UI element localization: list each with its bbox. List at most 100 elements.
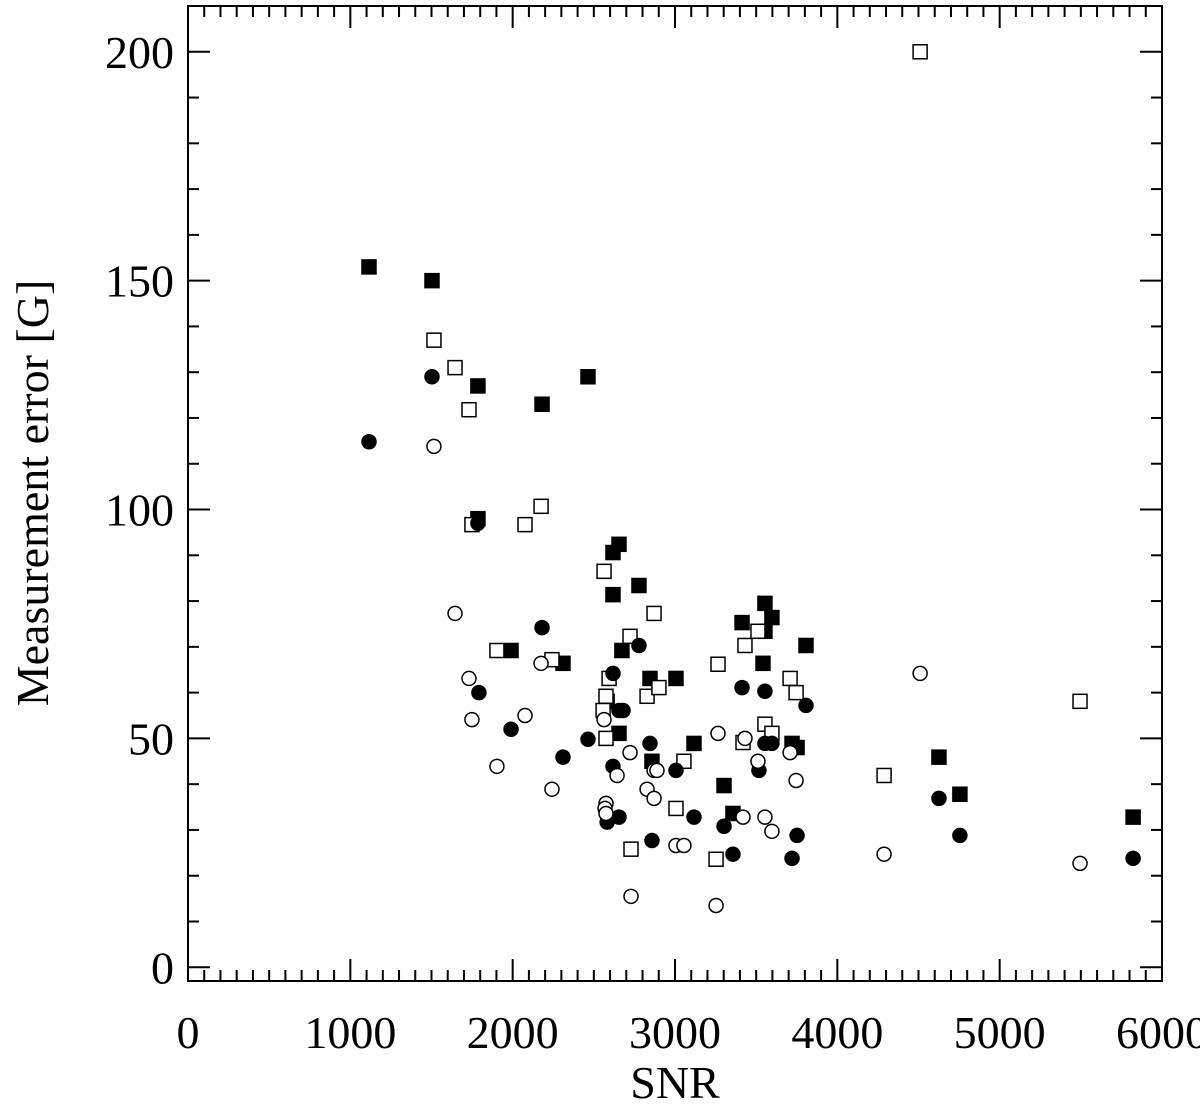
square-point bbox=[533, 498, 549, 515]
square-point bbox=[517, 516, 533, 533]
circle-point bbox=[598, 805, 614, 822]
circle-point bbox=[757, 735, 773, 752]
square-point bbox=[461, 401, 477, 418]
y-tick-label: 50 bbox=[128, 713, 174, 764]
circle-point bbox=[876, 846, 892, 862]
circle-point bbox=[757, 809, 773, 825]
circle-point bbox=[533, 655, 549, 672]
circle-point bbox=[622, 744, 638, 761]
square-point bbox=[646, 605, 662, 622]
square-point bbox=[605, 586, 621, 603]
square-point bbox=[631, 577, 647, 594]
square-point bbox=[489, 642, 505, 659]
circle-point bbox=[644, 832, 660, 849]
circle-point bbox=[737, 730, 753, 747]
circle-point bbox=[912, 665, 928, 682]
square-point bbox=[598, 688, 614, 705]
square-point bbox=[361, 259, 377, 275]
circle-point bbox=[489, 758, 505, 775]
circle-point bbox=[764, 823, 780, 840]
circle-point bbox=[750, 753, 766, 770]
circle-point bbox=[623, 888, 639, 905]
circle-point bbox=[596, 711, 612, 728]
circle-point bbox=[544, 781, 560, 797]
square-point bbox=[734, 614, 750, 631]
circle-point bbox=[782, 744, 798, 761]
circle-point bbox=[668, 762, 684, 779]
square-point bbox=[750, 623, 766, 640]
square-point bbox=[764, 609, 780, 626]
square-point bbox=[598, 730, 614, 747]
square-point bbox=[611, 536, 627, 553]
square-point bbox=[623, 841, 639, 857]
circle-point bbox=[642, 735, 658, 752]
square-point bbox=[737, 637, 753, 654]
square-point bbox=[931, 749, 947, 765]
circle-point bbox=[649, 762, 665, 779]
x-tick-label: 0 bbox=[177, 1007, 200, 1058]
circle-point bbox=[784, 850, 800, 867]
x-tick-label: 6000 bbox=[1116, 1007, 1200, 1058]
circle-point bbox=[646, 790, 662, 807]
square-point bbox=[708, 851, 724, 867]
circle-point bbox=[503, 721, 519, 737]
circle-point bbox=[534, 619, 550, 636]
square-point bbox=[611, 725, 627, 742]
x-tick-label: 3000 bbox=[629, 1007, 721, 1058]
circle-point bbox=[631, 637, 647, 654]
y-tick-label: 100 bbox=[105, 485, 174, 536]
square-point bbox=[470, 378, 486, 394]
circle-point bbox=[710, 725, 726, 742]
square-point bbox=[710, 656, 726, 672]
square-point bbox=[755, 655, 771, 672]
circle-point bbox=[424, 369, 440, 385]
circle-point bbox=[716, 818, 732, 835]
circle-point bbox=[788, 772, 804, 789]
square-point bbox=[447, 359, 463, 376]
square-point bbox=[668, 670, 684, 687]
x-tick-label: 1000 bbox=[304, 1007, 396, 1058]
circle-point bbox=[686, 809, 702, 825]
circle-point bbox=[470, 515, 486, 532]
y-axis-label: Measurement error [G] bbox=[7, 280, 58, 707]
square-point bbox=[580, 369, 596, 385]
circle-point bbox=[708, 897, 724, 914]
plot-frame bbox=[187, 5, 1163, 982]
circle-point bbox=[615, 702, 631, 719]
y-tick-label: 0 bbox=[151, 942, 174, 993]
circle-point bbox=[789, 827, 805, 844]
circle-point bbox=[517, 707, 533, 724]
square-point bbox=[503, 642, 519, 659]
circle-point bbox=[798, 697, 814, 714]
circle-point bbox=[464, 711, 480, 728]
square-point bbox=[596, 563, 612, 580]
square-point bbox=[614, 642, 630, 659]
square-point bbox=[788, 684, 804, 701]
circle-point bbox=[426, 438, 442, 455]
circle-point bbox=[952, 827, 968, 844]
square-point bbox=[757, 595, 773, 612]
circle-point bbox=[676, 837, 692, 854]
circle-point bbox=[361, 434, 377, 450]
circle-point bbox=[461, 670, 477, 687]
square-point bbox=[716, 777, 732, 794]
square-point bbox=[622, 628, 638, 645]
x-tick-label: 4000 bbox=[791, 1007, 883, 1058]
circle-point bbox=[1072, 855, 1088, 872]
circle-point bbox=[725, 846, 741, 862]
square-point bbox=[1125, 809, 1141, 825]
x-axis-label: SNR bbox=[630, 1057, 720, 1108]
circle-point bbox=[1125, 850, 1141, 867]
circle-point bbox=[931, 790, 947, 807]
circle-point bbox=[605, 665, 621, 682]
square-point bbox=[686, 735, 702, 752]
y-tick-label: 150 bbox=[105, 256, 174, 307]
circle-point bbox=[471, 684, 487, 701]
y-tick-label: 200 bbox=[105, 27, 174, 78]
square-point bbox=[876, 767, 892, 784]
circle-point bbox=[447, 605, 463, 622]
x-tick-label: 5000 bbox=[954, 1007, 1046, 1058]
square-point bbox=[651, 679, 667, 696]
circle-point bbox=[757, 683, 773, 699]
